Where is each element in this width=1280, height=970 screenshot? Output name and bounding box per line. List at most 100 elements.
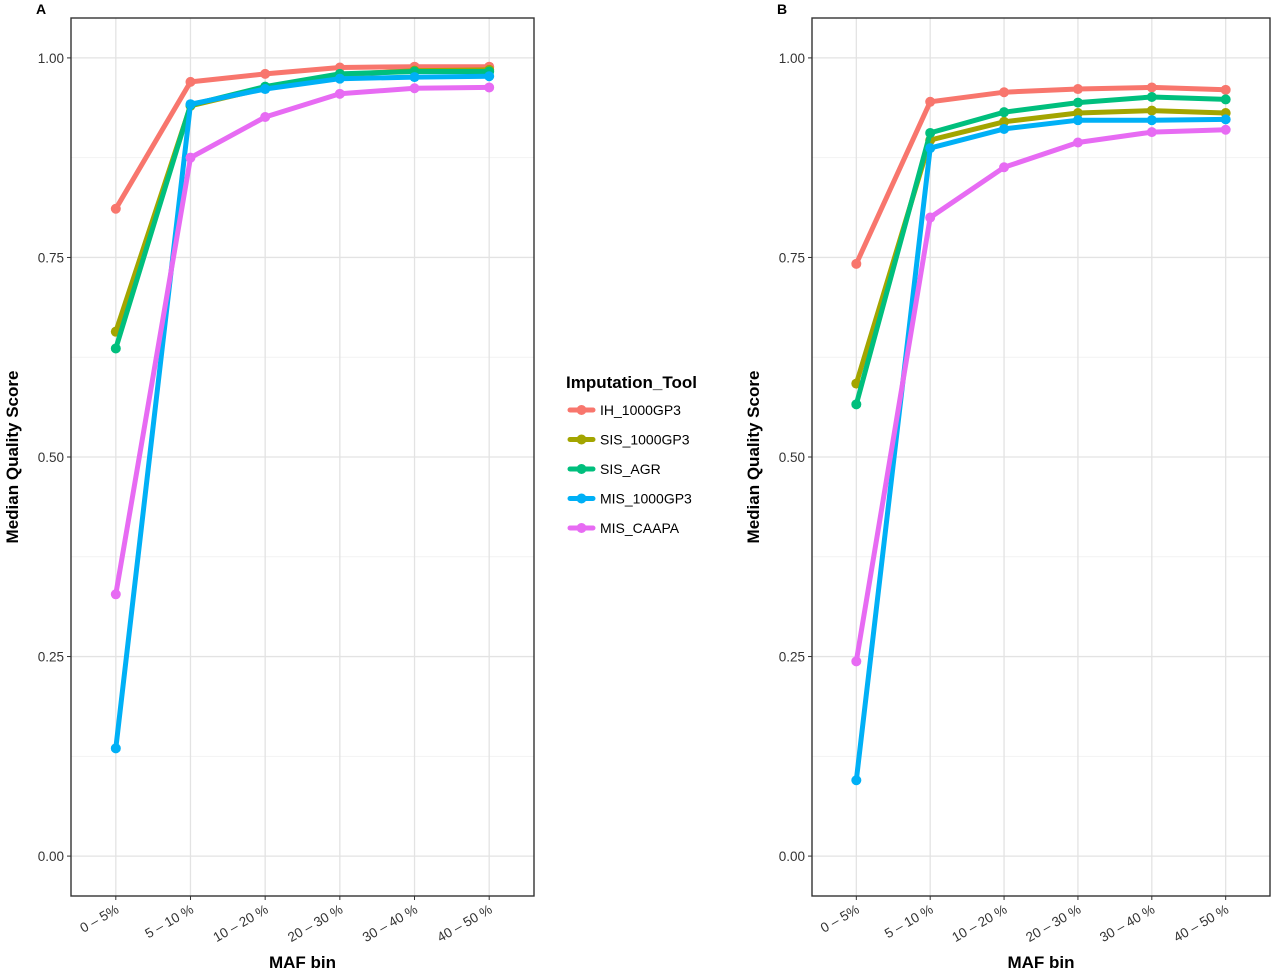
- x-tick-label: 5 – 10 %: [882, 902, 936, 942]
- data-point: [1072, 107, 1083, 118]
- data-point: [409, 72, 420, 83]
- y-tick-label: 0.50: [779, 450, 805, 465]
- data-point: [110, 743, 121, 754]
- data-point: [484, 71, 495, 82]
- data-point: [851, 775, 862, 786]
- legend-item: SIS_AGR: [567, 461, 661, 477]
- series-line: [853, 116, 1229, 783]
- x-tick-label: 5 – 10 %: [142, 902, 196, 942]
- x-axis-title: MAF bin: [269, 953, 336, 970]
- data-point: [925, 212, 936, 223]
- data-point: [1146, 82, 1157, 93]
- legend-label: SIS_AGR: [600, 461, 661, 477]
- x-tick-label: 20 – 30 %: [285, 902, 345, 945]
- data-point: [999, 107, 1010, 118]
- data-point: [1220, 124, 1231, 135]
- legend-label: MIS_1000GP3: [600, 491, 692, 507]
- data-point: [1146, 92, 1157, 103]
- data-point: [1146, 105, 1157, 116]
- data-point: [260, 68, 271, 79]
- y-tick-label: 0.75: [779, 250, 805, 265]
- x-tick-label: 40 – 50 %: [1171, 902, 1231, 945]
- x-axis-title: MAF bin: [1007, 953, 1074, 970]
- series-line: [853, 127, 1229, 664]
- data-point: [1072, 137, 1083, 148]
- y-tick-label: 0.25: [779, 650, 805, 665]
- data-point: [999, 123, 1010, 134]
- data-point: [851, 399, 862, 410]
- data-point: [1146, 127, 1157, 138]
- y-tick-label: 0.50: [38, 450, 64, 465]
- legend-label: MIS_CAAPA: [600, 520, 680, 536]
- data-point: [185, 99, 196, 110]
- data-point: [1146, 115, 1157, 126]
- chart-panel-a: 0.00 0.25 0.50 0.75 1.00 0 – 5% 5 – 10 % 10 – 2…: [3, 17, 535, 970]
- x-tick-label: 0 – 5%: [818, 902, 862, 936]
- data-point: [484, 82, 495, 93]
- x-tick-label: 20 – 30 %: [1023, 902, 1083, 945]
- legend-item: MIS_1000GP3: [567, 491, 692, 507]
- data-point: [185, 76, 196, 87]
- data-point: [185, 152, 196, 163]
- plot-border: [70, 17, 535, 897]
- data-point: [999, 87, 1010, 98]
- y-tick-label: 0.00: [779, 849, 805, 864]
- x-tick-label: 30 – 40 %: [1097, 902, 1157, 945]
- series-line: [853, 84, 1229, 267]
- data-point: [999, 162, 1010, 173]
- legend-swatch-point: [576, 523, 587, 533]
- data-point: [851, 258, 862, 269]
- data-point: [260, 84, 271, 95]
- y-axis-title: Median Quality Score: [744, 371, 763, 544]
- legend-item: SIS_1000GP3: [567, 432, 690, 448]
- data-point: [925, 143, 936, 154]
- y-tick-label: 0.75: [38, 250, 64, 265]
- data-point: [409, 83, 420, 94]
- x-tick-label: 10 – 20 %: [949, 902, 1009, 945]
- x-tick-label: 0 – 5%: [77, 902, 121, 936]
- data-point: [110, 343, 121, 354]
- chart-panel-b: 0.00 0.25 0.50 0.75 1.00 0 – 5% 5 – 10 % 10 – 2…: [744, 17, 1271, 970]
- x-tick-label: 30 – 40 %: [360, 902, 420, 945]
- data-point: [1072, 84, 1083, 95]
- data-point: [999, 116, 1010, 127]
- data-point: [110, 589, 121, 600]
- y-tick-label: 0.25: [38, 650, 64, 665]
- legend-swatch-point: [576, 434, 587, 445]
- data-point: [1220, 94, 1231, 105]
- legend-title: Imputation_Tool: [566, 373, 697, 392]
- legend-label: SIS_1000GP3: [600, 432, 690, 448]
- legend-swatch-point: [576, 493, 587, 504]
- x-tick-label: 10 – 20 %: [211, 902, 271, 945]
- legend-item: MIS_CAAPA: [567, 520, 680, 536]
- x-tick-label: 40 – 50 %: [435, 902, 495, 945]
- data-point: [110, 203, 121, 214]
- series-line: [853, 94, 1229, 407]
- data-point: [925, 127, 936, 138]
- legend-swatch-point: [576, 405, 587, 415]
- data-point: [925, 96, 936, 107]
- data-point: [260, 111, 271, 122]
- series-line: [113, 69, 492, 351]
- series-line: [113, 64, 492, 212]
- y-tick-label: 1.00: [779, 51, 805, 66]
- legend-swatch-point: [576, 464, 587, 474]
- data-point: [851, 656, 862, 667]
- plot-border: [811, 17, 1271, 897]
- legend-item: IH_1000GP3: [567, 402, 681, 418]
- legend-label: IH_1000GP3: [600, 402, 681, 418]
- data-point: [334, 73, 345, 84]
- y-tick-label: 1.00: [38, 51, 64, 66]
- legend: Imputation_Tool IH_1000GP3 SIS_1000GP3 SIS…: [566, 373, 697, 536]
- data-point: [1220, 84, 1231, 95]
- data-point: [1072, 97, 1083, 108]
- y-tick-label: 0.00: [38, 849, 64, 864]
- data-point: [1072, 115, 1083, 126]
- data-point: [1220, 114, 1231, 125]
- panel-label-b: B: [777, 1, 787, 17]
- data-point: [334, 88, 345, 99]
- series-line: [113, 73, 492, 751]
- series-line: [113, 84, 492, 597]
- y-axis-title: Median Quality Score: [3, 371, 22, 544]
